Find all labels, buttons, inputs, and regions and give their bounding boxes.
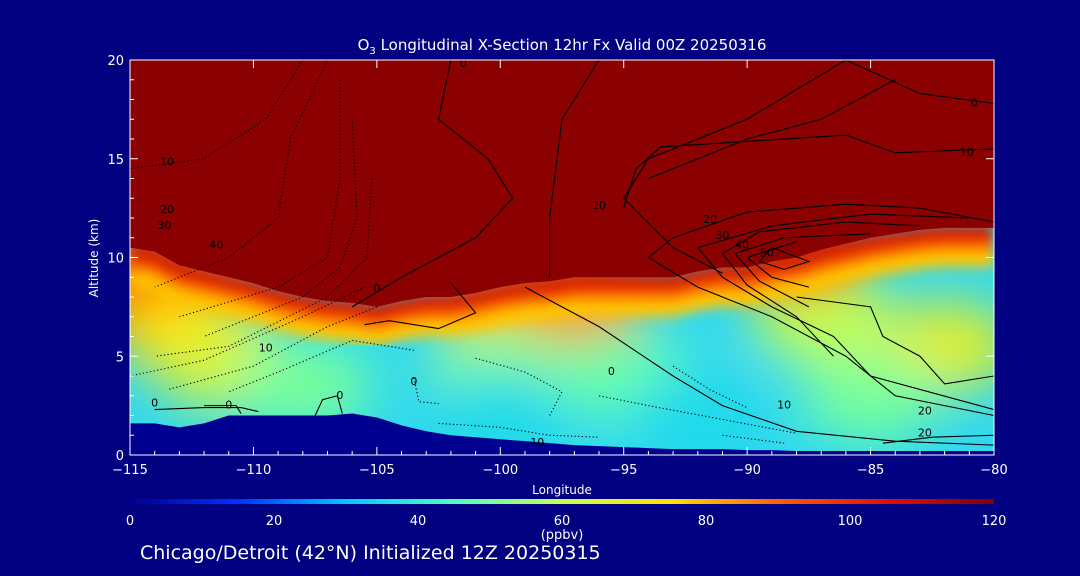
solid-contour — [204, 405, 242, 414]
chart-title: O3 Longitudinal X-Section 12hr Fx Valid … — [358, 36, 767, 57]
colorbar — [130, 499, 994, 504]
caption: Chicago/Detroit (42°N) Initialized 12Z 2… — [140, 542, 601, 564]
contour-label: 0 — [410, 375, 417, 388]
y-tick-label: 5 — [116, 350, 124, 365]
solid-contour — [696, 213, 994, 411]
colorbar-ticks: 0 20 40 60 80 100 120 — [126, 514, 1007, 529]
dotted-contour — [413, 377, 439, 405]
stratosphere-fill — [130, 60, 994, 307]
colorbar-tick-label: 0 — [126, 514, 134, 529]
plot-area: 0 10 20 30 40 0 10 0 0 0 0 0 10 10 20 30 40 50 0 10 10 20 20 — [130, 57, 994, 455]
y-axis-label: Altitude (km) — [87, 219, 101, 298]
y-tick-label: 10 — [107, 252, 124, 267]
tropopause-band — [130, 232, 994, 330]
y-tick-label: 15 — [107, 153, 124, 168]
contour-label: 0 — [336, 389, 343, 402]
contour-label: 20 — [160, 203, 174, 216]
solid-contour — [845, 60, 994, 104]
dotted-contour — [130, 60, 304, 170]
colorbar-unit: (ppbv) — [541, 528, 584, 543]
solid-contour — [733, 233, 871, 308]
dotted-contour — [475, 357, 563, 416]
contour-label: 10 — [960, 146, 974, 159]
positive-contours — [154, 60, 994, 446]
y-tick-label: 0 — [116, 449, 124, 464]
contour-label: 0 — [460, 57, 467, 70]
contour-label: 10 — [259, 341, 273, 354]
ozone-feature — [232, 340, 373, 431]
dotted-contour — [179, 79, 341, 318]
contour-label: 40 — [209, 239, 223, 252]
contour-label: 30 — [158, 219, 172, 232]
x-tick-label: −85 — [857, 463, 884, 478]
solid-contour — [796, 296, 994, 385]
contour-label: 10 — [777, 399, 791, 412]
dotted-contour — [203, 119, 358, 338]
x-tick-label: −80 — [980, 463, 1007, 478]
contour-label: 50 — [760, 247, 774, 260]
contour-label: 10 — [160, 156, 174, 169]
solid-contour — [351, 60, 514, 308]
contour-label: 0 — [373, 282, 380, 295]
x-tick-label: −90 — [733, 463, 760, 478]
solid-contour — [721, 221, 920, 357]
colorbar-tick-label: 120 — [982, 514, 1007, 529]
solid-contour — [623, 134, 994, 209]
negative-contours — [130, 60, 797, 444]
x-axis: −115 −110 −105 −100 −95 −90 −85 −80 — [112, 60, 1008, 478]
ozone-feature — [430, 370, 571, 455]
dotted-contour — [438, 422, 600, 438]
contour-label: 0 — [608, 365, 615, 378]
ozone-feature — [800, 350, 941, 441]
colorbar-tick-label: 20 — [266, 514, 283, 529]
contour-labels: 0 10 20 30 40 0 10 0 0 0 0 0 10 10 20 30 40 50 0 10 10 20 20 — [151, 57, 978, 449]
contour-label: 20 — [918, 426, 932, 439]
solid-contour — [745, 241, 809, 288]
x-axis-label: Longitude — [532, 483, 592, 497]
y-tick-label: 20 — [107, 54, 124, 69]
colorbar-tick-label: 40 — [410, 514, 427, 529]
colorbar-tick-label: 60 — [554, 514, 571, 529]
x-tick-label: −100 — [482, 463, 518, 478]
dotted-contour — [154, 60, 328, 288]
solid-contour — [549, 60, 600, 278]
solid-contour — [758, 247, 811, 270]
solid-contour — [364, 282, 477, 330]
solid-contour — [623, 60, 847, 274]
x-tick-label: −105 — [359, 463, 395, 478]
solid-contour — [882, 434, 994, 444]
contour-label: 20 — [703, 213, 717, 226]
contour-label: 10 — [530, 436, 544, 449]
title-rest: Longitudinal X-Section 12hr Fx Valid 00Z… — [376, 36, 767, 54]
contour-label: 0 — [151, 397, 158, 410]
solid-contour — [648, 79, 896, 180]
title-subscript: 3 — [369, 46, 375, 57]
title-prefix: O — [358, 36, 370, 54]
tropopause-band — [130, 224, 994, 318]
contour-label: 10 — [592, 199, 606, 212]
dotted-contour — [672, 365, 748, 409]
solid-contour — [647, 203, 994, 417]
x-tick-label: −95 — [610, 463, 637, 478]
colorbar-tick-label: 100 — [838, 514, 863, 529]
contour-label: 30 — [715, 229, 729, 242]
contour-label: 20 — [918, 405, 932, 418]
contour-label: 40 — [735, 239, 749, 252]
colorbar-tick-label: 80 — [698, 514, 715, 529]
contour-label: 0 — [971, 96, 978, 109]
x-tick-label: −115 — [112, 463, 148, 478]
solid-contour — [154, 407, 259, 413]
terrain — [130, 413, 994, 455]
dotted-contour — [154, 178, 373, 357]
solid-contour — [314, 395, 343, 416]
ozone-feature — [627, 370, 768, 455]
dotted-contour — [228, 339, 414, 393]
y-axis: 0 5 10 15 20 — [107, 54, 994, 464]
contour-label: 0 — [225, 399, 232, 412]
x-tick-label: −110 — [236, 463, 272, 478]
